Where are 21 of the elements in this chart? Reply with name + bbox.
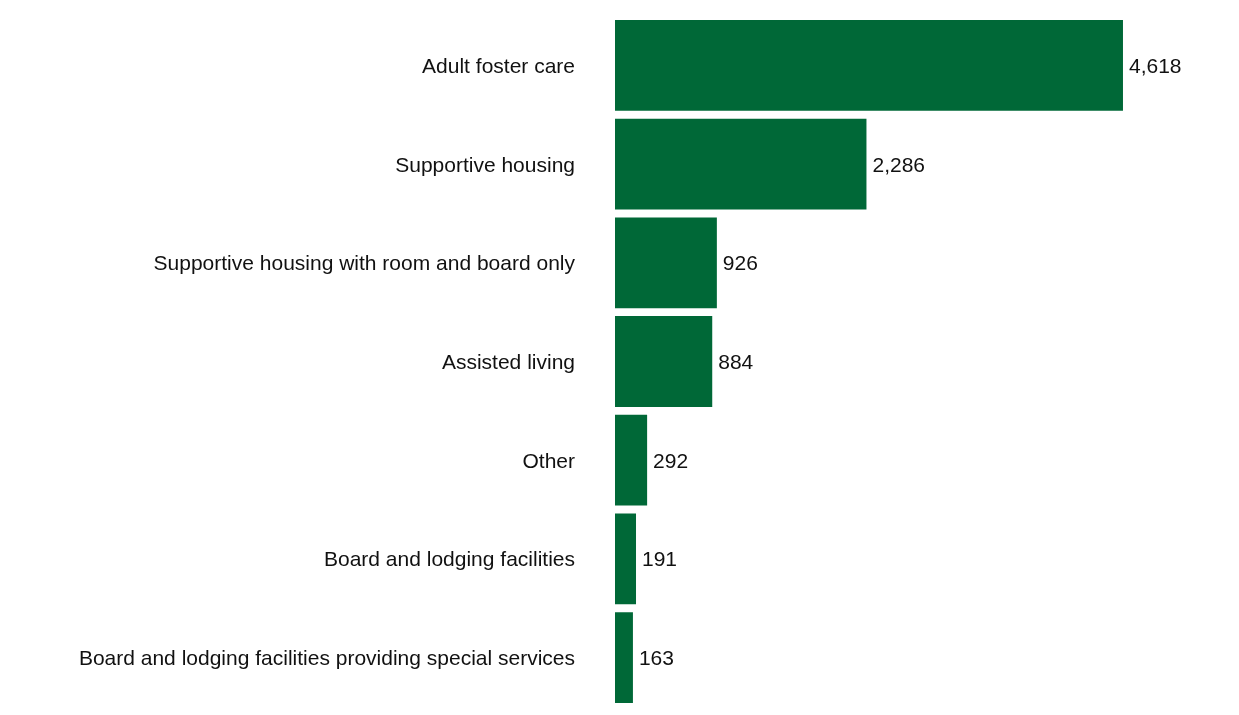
data-label: 2,286 xyxy=(872,152,926,176)
bar xyxy=(615,19,1123,111)
y-tick-label: Board and lodging facilities xyxy=(324,547,575,571)
y-tick-label: Assisted living xyxy=(441,350,575,373)
y-tick-label: Supportive housing with room and board only xyxy=(153,251,576,275)
bar xyxy=(615,217,717,309)
bar xyxy=(615,612,633,704)
y-tick-label: Other xyxy=(522,448,575,472)
bar xyxy=(615,316,713,407)
data-label: 163 xyxy=(638,646,674,670)
bar xyxy=(615,513,637,605)
data-label: 292 xyxy=(653,448,689,472)
bar xyxy=(615,414,648,506)
data-label: 926 xyxy=(722,251,758,275)
data-label: 4,618 xyxy=(1128,53,1182,77)
y-tick-label: Adult foster care xyxy=(422,53,575,77)
data-label: 191 xyxy=(642,547,678,571)
y-tick-label: Supportive housing xyxy=(395,152,575,176)
bar xyxy=(615,118,867,210)
data-label: 884 xyxy=(718,350,754,373)
y-tick-label: Board and lodging facilities providing special services xyxy=(78,646,575,670)
